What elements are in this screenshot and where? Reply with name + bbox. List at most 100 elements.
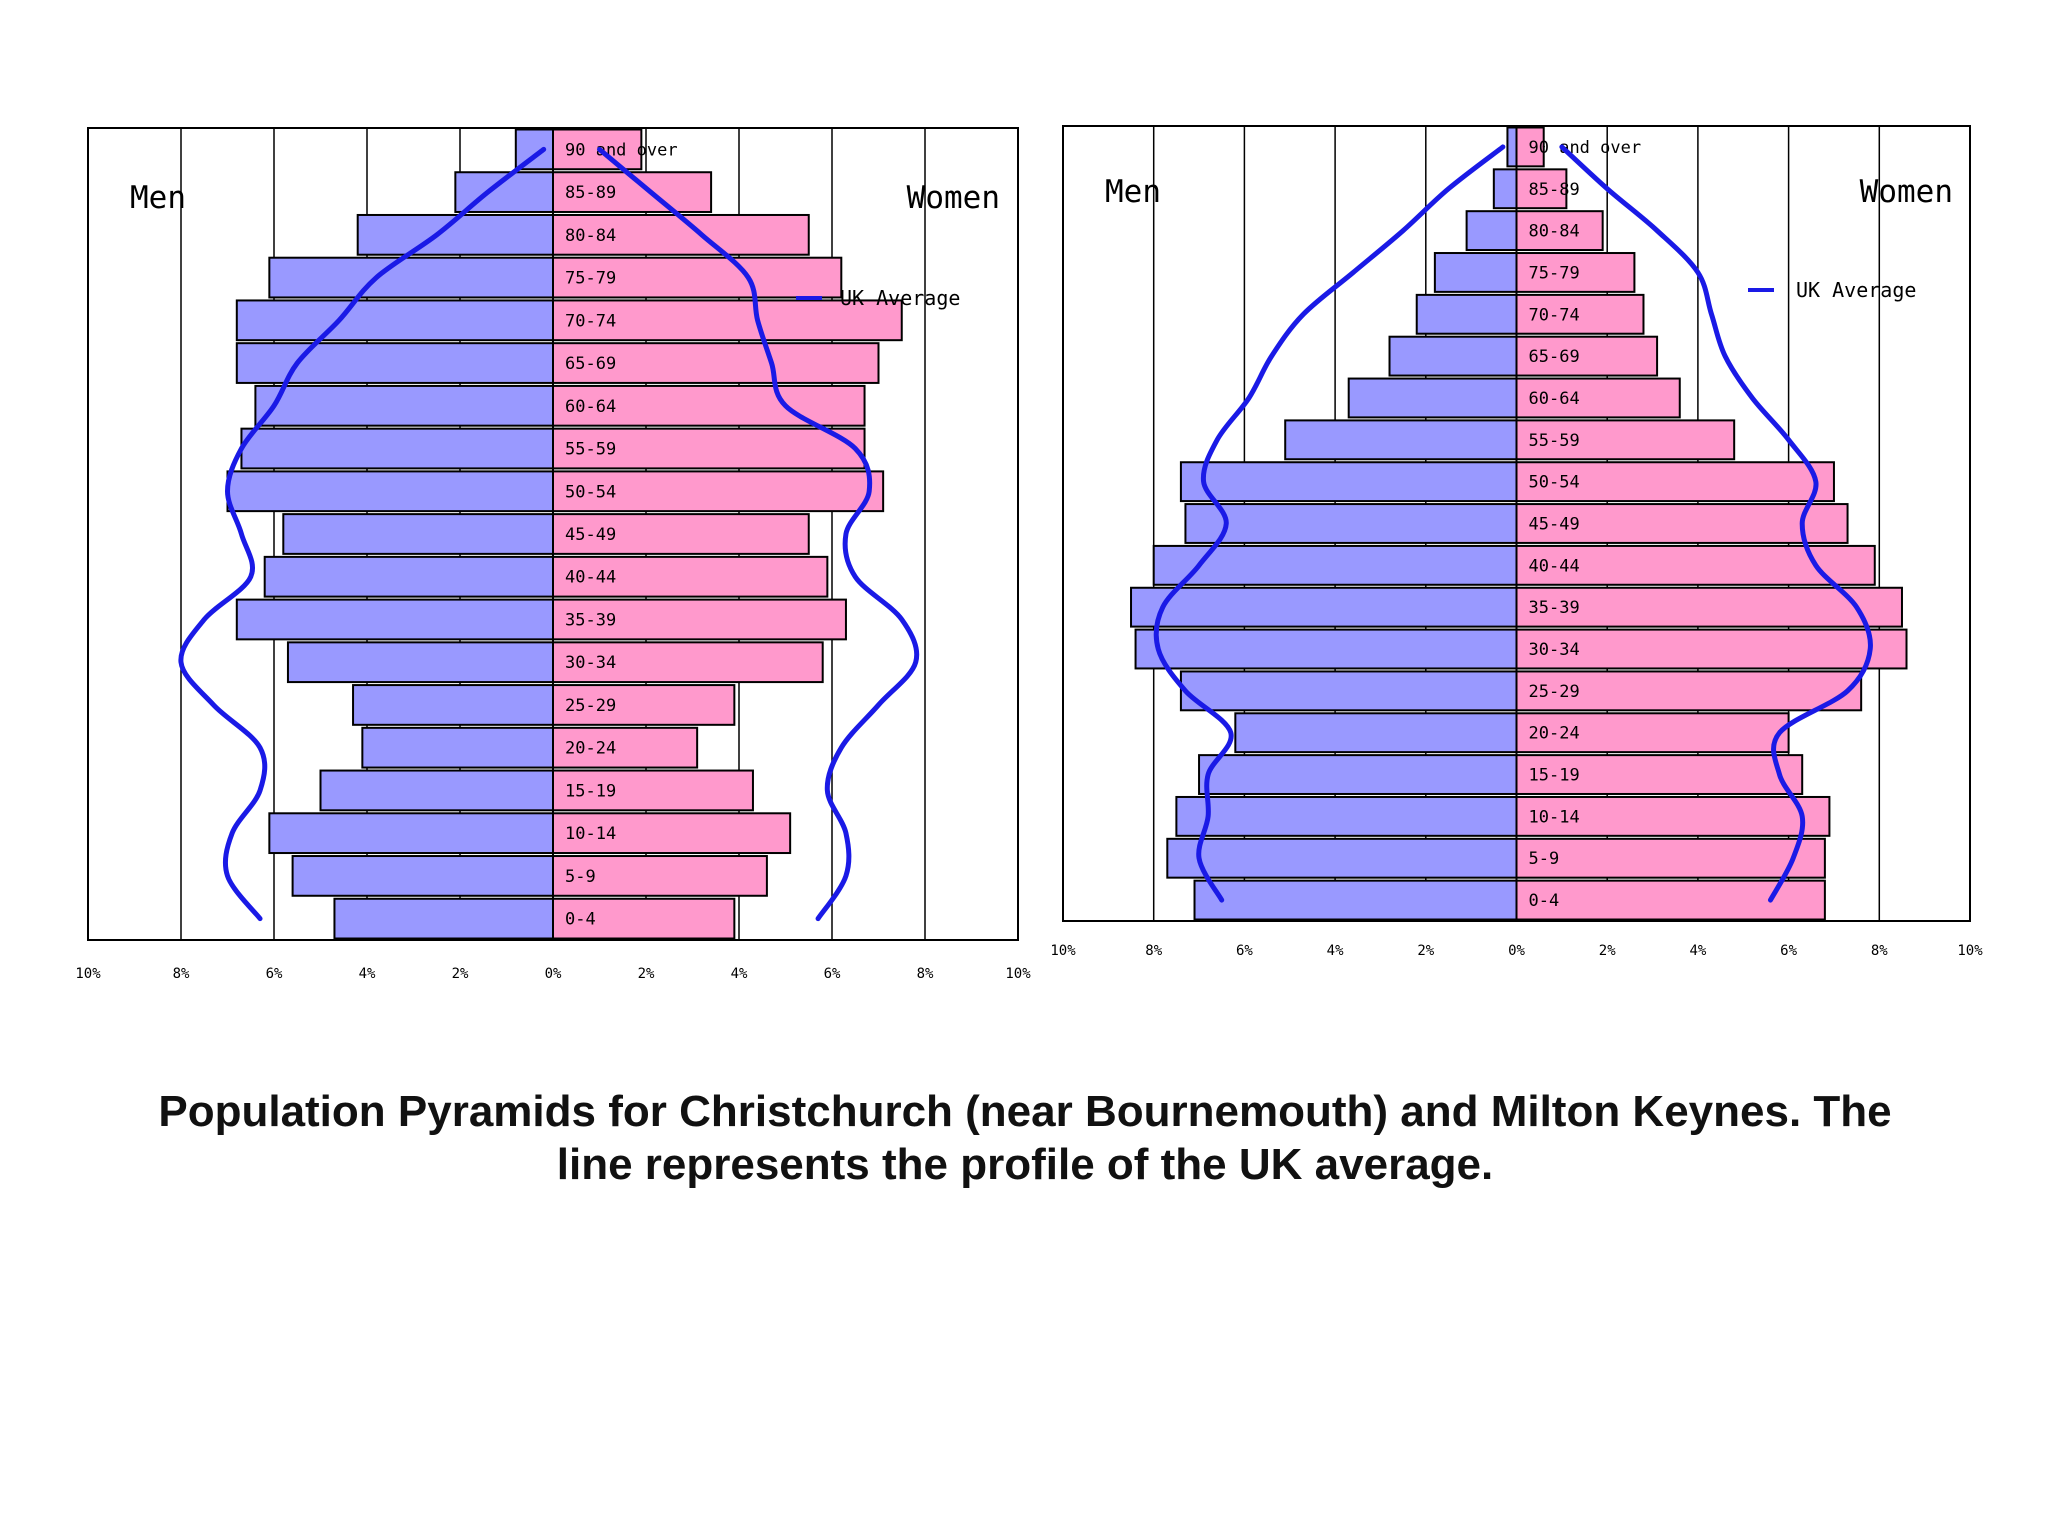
category-label: 35-39 <box>565 610 616 630</box>
bar-women <box>1515 712 1790 754</box>
category-label: 35-39 <box>1529 598 1580 618</box>
x-tick-label: 10% <box>1957 943 1983 959</box>
bar-women <box>1515 795 1831 837</box>
bar-men <box>268 256 554 299</box>
bar-men <box>235 342 555 384</box>
x-tick-label: 4% <box>359 966 376 982</box>
category-label: 65-69 <box>1529 347 1580 367</box>
bar-women <box>552 470 885 513</box>
pyramid-chart-1: 0-4 5-9 10-14 15-19 20-24 25-29 30-34 35-39 40-4… <box>75 127 1031 982</box>
category-label: 50-54 <box>1529 473 1580 493</box>
category-label: 5-9 <box>565 867 596 887</box>
x-tick-label: 6% <box>824 966 841 982</box>
category-label: 40-44 <box>1529 556 1580 576</box>
bar-men <box>1179 670 1518 712</box>
bar-women <box>1515 168 1568 210</box>
x-tick-label: 10% <box>75 966 101 982</box>
side-label-women: Women <box>1860 174 1953 210</box>
category-label: 55-59 <box>1529 431 1580 451</box>
bar-men <box>1152 544 1518 586</box>
bar-men <box>286 641 554 684</box>
bar-women <box>1515 461 1835 503</box>
category-label: 90 and over <box>1529 138 1642 158</box>
bar-women <box>1515 837 1826 879</box>
category-label: 20-24 <box>1529 724 1580 744</box>
bar-men <box>1492 168 1518 210</box>
category-label: 70-74 <box>1529 305 1580 325</box>
population-pyramids-svg: 0-4 5-9 10-14 15-19 20-24 25-29 30-34 35-39 40-4… <box>75 125 1983 982</box>
bar-women <box>552 427 866 470</box>
category-label: 75-79 <box>565 269 616 289</box>
category-label: 25-29 <box>1529 682 1580 702</box>
bar-men <box>282 513 554 555</box>
category-label: 85-89 <box>565 183 616 203</box>
category-label: 20-24 <box>565 739 616 759</box>
bar-women <box>552 855 768 897</box>
x-tick-label: 4% <box>1689 943 1706 959</box>
bar-men <box>1175 795 1518 837</box>
bar-men <box>263 555 554 598</box>
x-tick-label: 10% <box>1050 943 1076 959</box>
bar-women <box>552 598 847 641</box>
bar-women <box>552 812 792 855</box>
category-label: 60-64 <box>565 397 616 417</box>
bar-women <box>552 299 903 342</box>
caption-line-2: line represents the profile of the UK av… <box>556 1140 1494 1189</box>
legend: UK Average <box>796 286 960 310</box>
category-label: 90 and over <box>565 140 678 160</box>
x-tick-label: 2% <box>638 966 655 982</box>
category-label: 85-89 <box>1529 180 1580 200</box>
legend-label: UK Average <box>1796 278 1916 302</box>
bar-women <box>552 769 754 812</box>
bar-women <box>552 213 810 256</box>
category-label: 25-29 <box>565 696 616 716</box>
x-tick-label: 2% <box>1599 943 1616 959</box>
bar-men <box>1347 377 1518 419</box>
category-label: 15-19 <box>565 781 616 801</box>
x-tick-label: 8% <box>1871 943 1888 959</box>
uk-average-line-men <box>1153 144 1506 903</box>
category-label: 80-84 <box>1529 222 1580 242</box>
bar-women <box>552 641 824 684</box>
bar-women <box>1515 586 1903 628</box>
category-label: 55-59 <box>565 440 616 460</box>
bar-men <box>1284 419 1518 461</box>
bar-men <box>1166 837 1518 879</box>
x-tick-label: 0% <box>1508 943 1525 959</box>
uk-average-line-men <box>178 146 547 922</box>
bar-men <box>1130 586 1518 628</box>
side-label-men: Men <box>130 180 186 216</box>
bar-men <box>1134 628 1518 670</box>
x-tick-label: 8% <box>917 966 934 982</box>
category-label: 0-4 <box>565 910 596 930</box>
caption-line-1: Population Pyramids for Christchurch (ne… <box>158 1087 1892 1136</box>
bar-men <box>291 855 554 897</box>
category-label: 15-19 <box>1529 766 1580 786</box>
category-label: 50-54 <box>565 482 616 502</box>
bar-men <box>1415 293 1518 335</box>
x-tick-label: 2% <box>1417 943 1434 959</box>
uk-average-line-women <box>597 146 920 922</box>
bar-men <box>1234 712 1518 754</box>
x-tick-label: 8% <box>1145 943 1162 959</box>
bar-men <box>235 598 555 641</box>
bar-women <box>1515 670 1863 712</box>
bar-men <box>361 726 554 769</box>
bar-men <box>240 427 554 470</box>
category-label: 45-49 <box>1529 515 1580 535</box>
bar-women <box>1515 126 1545 168</box>
x-tick-label: 6% <box>1780 943 1797 959</box>
bar-women <box>552 342 880 384</box>
x-tick-label: 2% <box>452 966 469 982</box>
pyramid-chart-2: 0-4 5-9 10-14 15-19 20-24 25-29 30-34 35-39 40-4… <box>1050 125 1983 959</box>
legend-label: UK Average <box>840 286 960 310</box>
category-label: 0-4 <box>1529 891 1560 911</box>
category-label: 80-84 <box>565 226 616 246</box>
bar-men <box>1179 461 1518 503</box>
category-label: 10-14 <box>1529 807 1580 827</box>
bar-men <box>1506 126 1518 168</box>
category-label: 70-74 <box>565 311 616 331</box>
bar-women <box>1515 628 1908 670</box>
category-label: 40-44 <box>565 568 616 588</box>
